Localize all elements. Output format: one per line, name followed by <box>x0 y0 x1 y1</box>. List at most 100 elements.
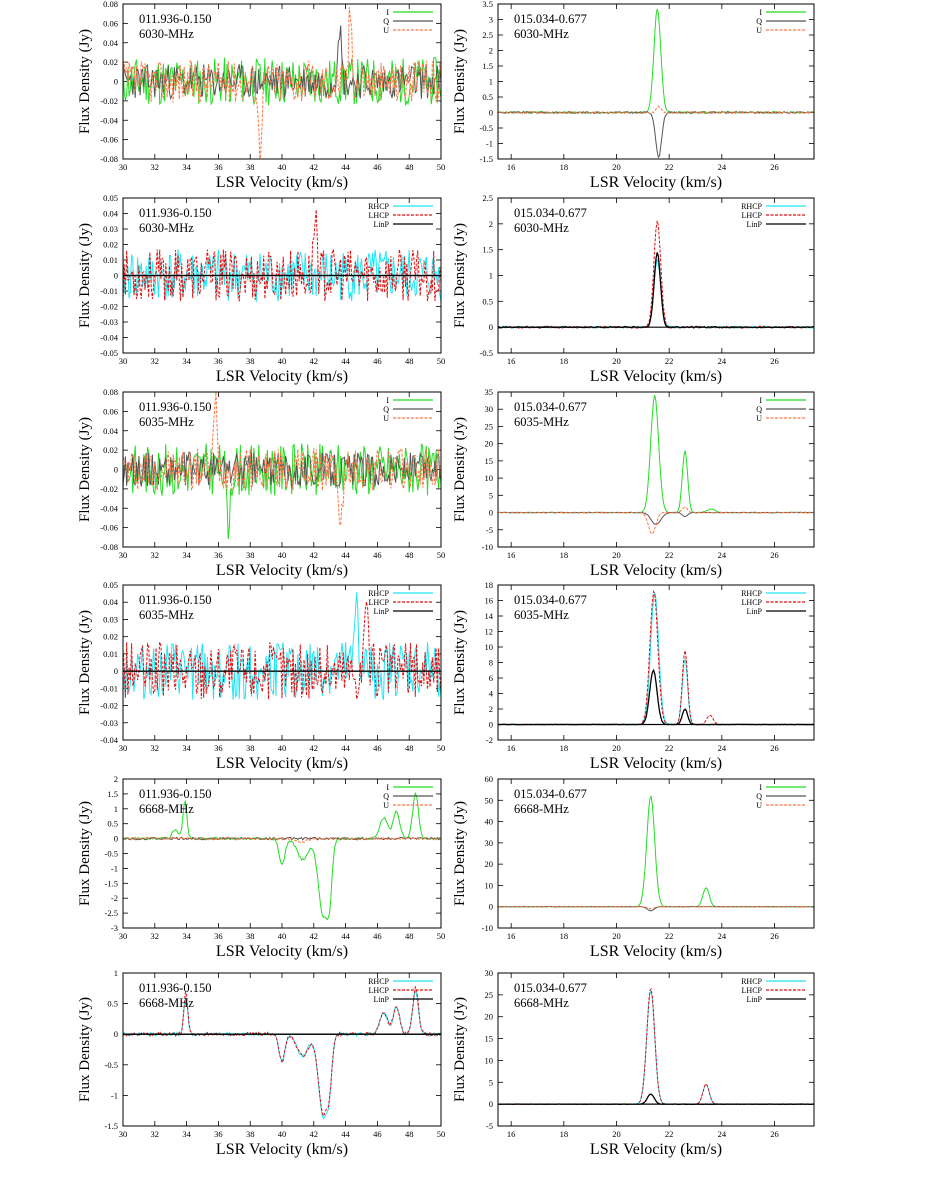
legend-label: RHCP <box>368 977 389 986</box>
x-tick-label: 46 <box>373 743 382 753</box>
y-tick-label: 0.03 <box>103 224 118 234</box>
y-tick-label: 25 <box>485 990 494 1000</box>
x-tick-label: 48 <box>405 743 414 753</box>
y-tick-label: 0 <box>114 666 118 676</box>
plot-frame <box>497 3 815 160</box>
x-tick-label: 44 <box>341 162 350 172</box>
x-tick-label: 36 <box>214 162 223 172</box>
y-tick-label: 20 <box>485 859 494 869</box>
x-tick-label: 18 <box>560 743 569 753</box>
y-tick-label: 1 <box>114 804 118 814</box>
series-line-q <box>498 110 814 159</box>
band-annotation: 6668-MHz <box>139 996 194 1010</box>
source-annotation: 015.034-0.677 <box>514 593 587 607</box>
x-tick-label: 18 <box>560 931 569 941</box>
x-tick-label: 30 <box>119 743 128 753</box>
x-tick-label: 48 <box>405 931 414 941</box>
x-tick-label: 44 <box>341 743 350 753</box>
legend-label: RHCP <box>368 202 389 211</box>
chart-panel-4: 2.5 2 1.5 1 0.5 0 -0.5 16 18 20 22 24 26 RHCPLHCPLinP… <box>452 193 815 385</box>
band-annotation: 6035-MHz <box>514 415 569 429</box>
y-tick-label: 0.5 <box>107 819 118 829</box>
legend-label: LinP <box>373 607 389 616</box>
x-tick-label: 46 <box>373 550 382 560</box>
x-tick-label: 30 <box>119 550 128 560</box>
plot-frame <box>122 3 442 160</box>
y-tick-label: 1.5 <box>482 245 493 255</box>
y-tick-label: 20 <box>485 1012 494 1022</box>
legend-label: Q <box>756 792 762 801</box>
y-tick-label: 0 <box>489 108 493 118</box>
legend-label: LinP <box>746 220 762 229</box>
series-line-linp <box>498 1093 814 1105</box>
y-tick-label: -0.04 <box>100 735 118 745</box>
y-tick-label: 0 <box>489 902 493 912</box>
y-axis-label: Flux Density (Jy) <box>452 801 468 906</box>
chart-panel-2: 3.5 3 2.5 2 1.5 1 0.5 0 -0.5 -1 -1.5 16 18 20 22 24 26 IQ… <box>452 0 815 191</box>
y-tick-label: -0.08 <box>100 542 118 552</box>
legend-label: Q <box>383 792 389 801</box>
x-tick-label: 42 <box>310 356 319 366</box>
y-axis-label: Flux Density (Jy) <box>452 997 468 1102</box>
x-axis-label: LSR Velocity (km/s) <box>216 562 348 579</box>
x-tick-label: 46 <box>373 1129 382 1139</box>
y-tick-label: -1.5 <box>105 878 118 888</box>
source-annotation: 015.034-0.677 <box>514 12 587 26</box>
y-tick-label: 1 <box>489 271 493 281</box>
x-tick-label: 36 <box>214 550 223 560</box>
plot-frame <box>122 197 442 354</box>
legend-label: LHCP <box>742 986 763 995</box>
source-annotation: 011.936-0.150 <box>139 12 211 26</box>
x-tick-label: 18 <box>560 550 569 560</box>
y-tick-label: -0.03 <box>100 718 118 728</box>
legend-label: U <box>383 801 389 810</box>
legend-label: U <box>383 414 389 423</box>
y-tick-label: 12 <box>485 627 494 637</box>
y-tick-label: 0.06 <box>103 406 118 416</box>
legend-label: RHCP <box>741 589 762 598</box>
x-tick-label: 40 <box>278 743 287 753</box>
y-tick-label: -2 <box>111 893 118 903</box>
x-axis-label: LSR Velocity (km/s) <box>216 1141 348 1158</box>
legend-label: LHCP <box>369 986 390 995</box>
y-tick-label: 20 <box>485 439 494 449</box>
band-annotation: 6030-MHz <box>514 27 569 41</box>
x-tick-label: 34 <box>182 550 191 560</box>
x-tick-label: 26 <box>770 162 779 172</box>
x-tick-label: 34 <box>182 743 191 753</box>
x-tick-label: 26 <box>770 550 779 560</box>
x-tick-label: 32 <box>151 743 160 753</box>
chart-panel-9: 2 1.5 1 0.5 0 -0.5 -1 -1.5 -2 -2.5 -330 32 34 36 38 40 4… <box>77 774 445 960</box>
x-tick-label: 16 <box>507 1129 516 1139</box>
legend-label: Q <box>383 405 389 414</box>
y-tick-label: 2 <box>489 46 493 56</box>
x-tick-label: 24 <box>718 931 727 941</box>
band-annotation: 6668-MHz <box>514 996 569 1010</box>
y-tick-label: -2 <box>486 735 493 745</box>
y-tick-label: 0.05 <box>103 580 118 590</box>
y-tick-label: -5 <box>486 1121 493 1131</box>
y-axis-label: Flux Density (Jy) <box>77 997 93 1102</box>
y-tick-label: 2 <box>489 704 493 714</box>
x-tick-label: 20 <box>612 356 621 366</box>
x-tick-label: 32 <box>151 1129 160 1139</box>
source-annotation: 011.936-0.150 <box>139 787 211 801</box>
x-tick-label: 48 <box>405 550 414 560</box>
y-tick-label: -0.04 <box>100 503 118 513</box>
x-tick-label: 24 <box>718 550 727 560</box>
x-tick-label: 24 <box>718 162 727 172</box>
x-tick-label: 38 <box>246 356 255 366</box>
y-axis-label: Flux Density (Jy) <box>452 29 468 134</box>
x-tick-label: 40 <box>278 931 287 941</box>
y-tick-label: 0.04 <box>103 426 119 436</box>
x-tick-label: 42 <box>310 550 319 560</box>
series-line-rhcp <box>498 258 814 329</box>
y-tick-label: 0 <box>114 834 118 844</box>
y-axis-label: Flux Density (Jy) <box>452 610 468 715</box>
x-tick-label: 36 <box>214 356 223 366</box>
y-tick-label: -1.5 <box>480 154 493 164</box>
y-tick-label: 30 <box>485 404 494 414</box>
source-annotation: 015.034-0.677 <box>514 400 587 414</box>
